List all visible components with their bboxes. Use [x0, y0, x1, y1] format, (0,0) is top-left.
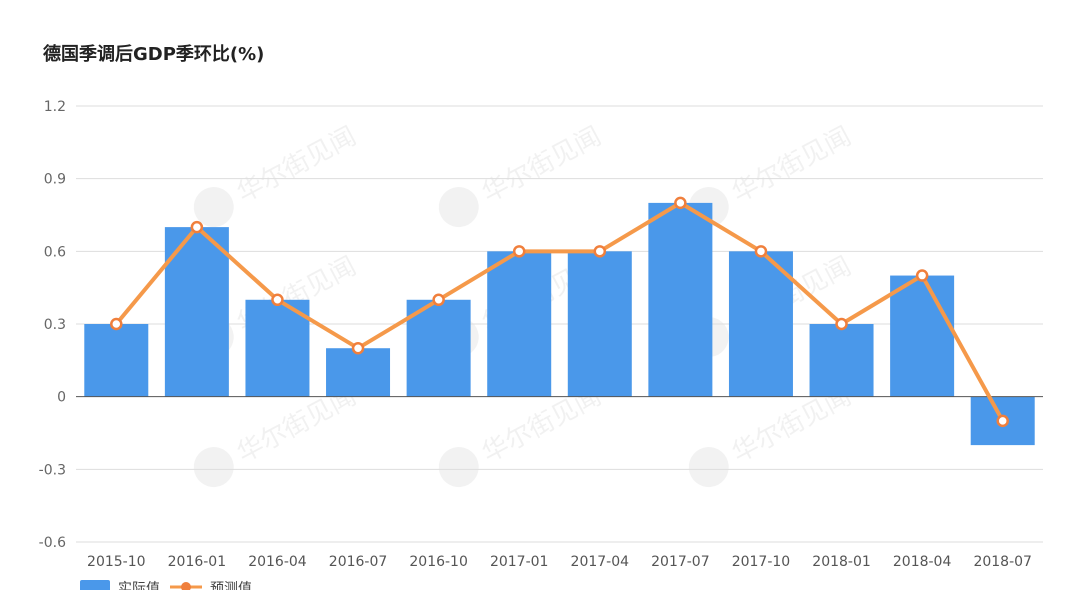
line-point — [996, 414, 1009, 428]
bar — [326, 348, 391, 397]
y-tick-label: 0 — [57, 390, 66, 406]
line-point — [512, 245, 526, 258]
yen-coin-icon — [688, 447, 729, 488]
y-tick-label: 1.2 — [44, 99, 66, 115]
y-tick-label: -0.6 — [39, 535, 66, 551]
watermark: 华尔街见闻 — [193, 121, 361, 228]
line-point — [432, 293, 445, 307]
bar — [406, 299, 471, 397]
line-point — [835, 317, 848, 331]
line-point — [190, 220, 204, 234]
y-tick-label: 0.6 — [44, 244, 66, 260]
grid-lines — [76, 105, 1043, 543]
x-tick-label: 2018-07 — [973, 554, 1032, 570]
bar — [487, 251, 552, 397]
yen-coin-icon — [193, 187, 234, 228]
line-point — [351, 341, 365, 355]
legend-label: 实际值 — [118, 581, 160, 590]
x-tick-label: 2017-01 — [490, 554, 549, 570]
x-tick-label: 2016-10 — [409, 554, 468, 570]
series-line — [114, 200, 1005, 423]
y-tick-label: 0.3 — [44, 317, 66, 333]
x-tick-label: 2016-07 — [329, 554, 388, 570]
legend-bar-swatch — [80, 580, 110, 590]
bar — [84, 324, 149, 397]
legend-line-marker — [181, 582, 191, 590]
legend-label: 预测值 — [210, 581, 252, 590]
line-point — [593, 245, 607, 258]
x-tick-label: 2017-10 — [732, 554, 791, 570]
watermark-text: 华尔街见闻 — [232, 121, 361, 209]
watermark-text: 华尔街见闻 — [727, 121, 856, 209]
x-tick-label: 2018-01 — [812, 554, 871, 570]
yen-coin-icon — [193, 447, 234, 488]
bar — [245, 299, 310, 397]
bar — [890, 275, 955, 397]
y-axis-ticks: 1.2 0.9 0.6 0.3 0 -0.3 -0.6 — [39, 99, 66, 551]
line-point — [271, 293, 284, 307]
bar — [728, 251, 793, 397]
y-tick-label: 0.9 — [44, 172, 66, 188]
x-tick-label: 2018-04 — [893, 554, 952, 570]
line-series — [110, 196, 1009, 428]
x-tick-label: 2015-10 — [87, 554, 146, 570]
watermark: 华尔街见闻 — [438, 121, 606, 228]
yen-coin-icon — [438, 447, 479, 488]
line-point — [674, 196, 687, 210]
chart-title: 德国季调后GDP季环比(%) — [43, 44, 265, 65]
line-point — [110, 317, 123, 331]
x-tick-label: 2016-04 — [248, 554, 307, 570]
yen-coin-icon — [438, 187, 479, 228]
y-tick-label: -0.3 — [39, 462, 66, 478]
bar — [567, 251, 632, 397]
legend: 实际值 预测值 — [80, 580, 252, 590]
x-tick-label: 2017-04 — [571, 554, 630, 570]
line-point — [754, 245, 768, 258]
bar — [809, 324, 874, 397]
x-axis-ticks: 2015-10 2016-01 2016-04 2016-07 2016-10 2017-… — [87, 554, 1032, 570]
x-tick-label: 2016-01 — [168, 554, 227, 570]
bar — [648, 202, 713, 397]
watermark-text: 华尔街见闻 — [477, 121, 606, 209]
line-point — [915, 269, 929, 282]
x-tick-label: 2017-07 — [651, 554, 710, 570]
